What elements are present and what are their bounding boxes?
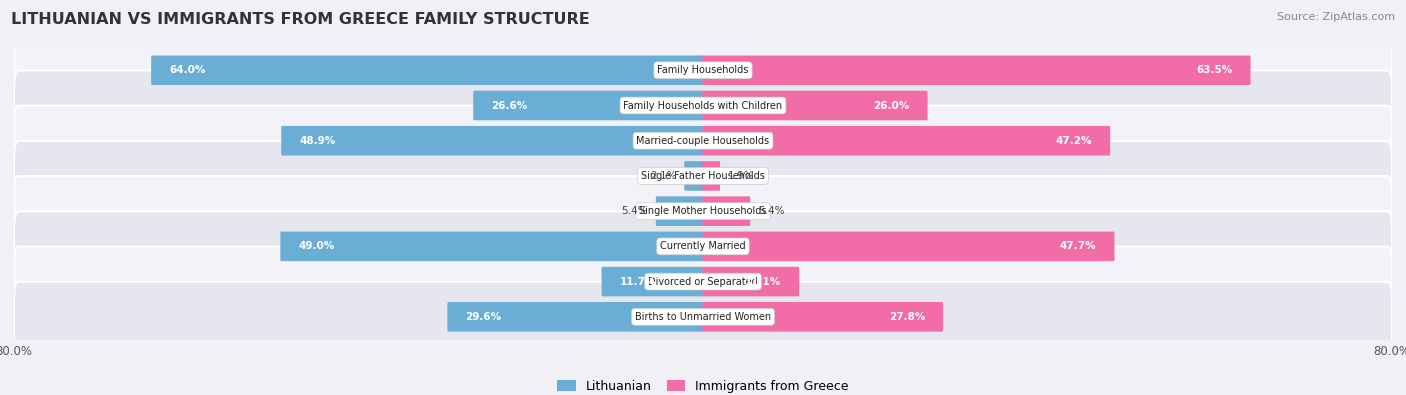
Text: 1.9%: 1.9% [728,171,755,181]
FancyBboxPatch shape [703,302,943,331]
Text: Currently Married: Currently Married [661,241,745,251]
Text: 27.8%: 27.8% [889,312,925,322]
Text: 11.1%: 11.1% [745,276,782,287]
Text: 11.7%: 11.7% [620,276,655,287]
FancyBboxPatch shape [602,267,703,296]
FancyBboxPatch shape [703,196,751,226]
FancyBboxPatch shape [14,246,1392,317]
Text: 5.4%: 5.4% [621,206,648,216]
Text: Divorced or Separated: Divorced or Separated [648,276,758,287]
Text: LITHUANIAN VS IMMIGRANTS FROM GREECE FAMILY STRUCTURE: LITHUANIAN VS IMMIGRANTS FROM GREECE FAM… [11,12,591,27]
Text: Family Households with Children: Family Households with Children [623,100,783,111]
Text: 29.6%: 29.6% [465,312,502,322]
FancyBboxPatch shape [703,231,1115,261]
FancyBboxPatch shape [152,56,703,85]
Text: 49.0%: 49.0% [298,241,335,251]
FancyBboxPatch shape [281,126,703,156]
FancyBboxPatch shape [703,56,1250,85]
FancyBboxPatch shape [14,141,1392,211]
Text: Source: ZipAtlas.com: Source: ZipAtlas.com [1277,12,1395,22]
Text: Births to Unmarried Women: Births to Unmarried Women [636,312,770,322]
FancyBboxPatch shape [14,35,1392,105]
FancyBboxPatch shape [703,161,720,191]
Text: 5.4%: 5.4% [758,206,785,216]
FancyBboxPatch shape [703,91,928,120]
Text: 2.1%: 2.1% [650,171,676,181]
Text: Single Father Households: Single Father Households [641,171,765,181]
FancyBboxPatch shape [703,267,799,296]
FancyBboxPatch shape [655,196,703,226]
Text: Married-couple Households: Married-couple Households [637,136,769,146]
Text: Single Mother Households: Single Mother Households [640,206,766,216]
FancyBboxPatch shape [703,126,1111,156]
FancyBboxPatch shape [14,282,1392,352]
FancyBboxPatch shape [447,302,703,331]
FancyBboxPatch shape [14,70,1392,141]
Legend: Lithuanian, Immigrants from Greece: Lithuanian, Immigrants from Greece [553,375,853,395]
Text: Family Households: Family Households [658,65,748,75]
FancyBboxPatch shape [14,176,1392,246]
FancyBboxPatch shape [14,211,1392,281]
Text: 48.9%: 48.9% [299,136,336,146]
Text: 26.0%: 26.0% [873,100,910,111]
Text: 26.6%: 26.6% [491,100,527,111]
FancyBboxPatch shape [280,231,703,261]
Text: 47.7%: 47.7% [1060,241,1097,251]
FancyBboxPatch shape [685,161,703,191]
Text: 64.0%: 64.0% [169,65,205,75]
FancyBboxPatch shape [474,91,703,120]
Text: 63.5%: 63.5% [1197,65,1233,75]
Text: 47.2%: 47.2% [1056,136,1092,146]
FancyBboxPatch shape [14,106,1392,176]
